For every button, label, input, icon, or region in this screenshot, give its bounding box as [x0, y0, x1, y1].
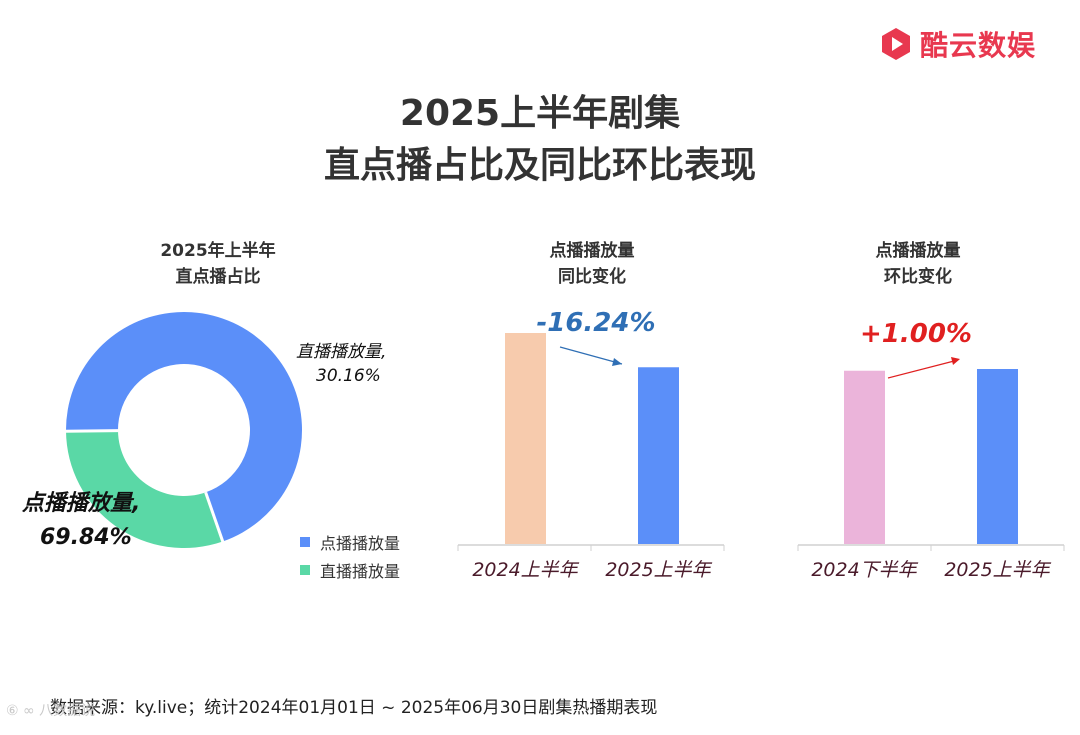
donut-label-vod-name: 点播播放量,	[21, 490, 140, 516]
mom-tick-label-2024h2: 2024下半年	[811, 559, 918, 581]
mom-title: 点播播放量 环比变化	[818, 238, 1018, 290]
yoy-title-line1: 点播播放量	[549, 241, 635, 261]
watermark: ⑥ ∞ 八数据说	[6, 703, 96, 719]
yoy-change-label: -16.24%	[536, 308, 655, 338]
yoy-title: 点播播放量 同比变化	[492, 238, 692, 290]
page-title-line2: 直点播占比及同比环比表现	[323, 145, 756, 186]
mom-arrow-head-icon	[951, 357, 960, 365]
yoy-arrow-head-icon	[612, 358, 622, 366]
mom-title-line2: 环比变化	[884, 267, 952, 287]
mom-bar-2025h1	[977, 369, 1018, 544]
brand-logo: 酷云数娱	[878, 24, 1036, 64]
legend-item-live: 直播播放量	[300, 558, 400, 582]
donut-title-line2: 直点播占比	[175, 267, 261, 287]
yoy-bar-2024h1	[505, 333, 546, 544]
legend-swatch-live	[300, 565, 310, 575]
donut-slice-vod	[66, 311, 302, 542]
yoy-tick-label-2025h1: 2025上半年	[605, 559, 712, 581]
donut-separator	[64, 429, 119, 433]
yoy-tick-label-2024h1: 2024上半年	[472, 559, 579, 581]
mom-tick-label-2025h1: 2025上半年	[944, 559, 1051, 581]
legend-label-vod: 点播播放量	[320, 534, 401, 553]
donut-label-live-name: 直播播放量,	[296, 342, 386, 362]
play-logo-icon	[882, 28, 910, 60]
brand-name: 酷云数娱	[920, 29, 1037, 62]
donut-title: 2025年上半年 直点播占比	[118, 238, 318, 290]
mom-bar-2024h2	[844, 370, 885, 544]
donut-slice-live	[66, 430, 223, 548]
donut-title-line1: 2025年上半年	[160, 241, 276, 261]
legend-swatch-vod	[300, 537, 310, 547]
mom-change-arrow	[887, 359, 959, 379]
yoy-bar-2025h1	[638, 367, 679, 544]
mom-change-label: +1.00%	[860, 319, 972, 349]
yoy-change-arrow	[559, 346, 623, 365]
mom-title-line1: 点播播放量	[875, 241, 961, 261]
data-source-footnote: 数据来源：ky.live；统计2024年01月01日 ~ 2025年06月30日…	[50, 698, 658, 718]
legend-label-live: 直播播放量	[320, 562, 401, 581]
donut-separator	[204, 491, 225, 543]
page-title-line1: 2025上半年剧集	[399, 93, 681, 134]
donut-label-vod-value: 69.84%	[40, 525, 132, 550]
donut-label-live-value: 30.16%	[316, 366, 381, 386]
yoy-title-line2: 同比变化	[558, 267, 626, 287]
legend-item-vod: 点播播放量	[300, 530, 400, 554]
